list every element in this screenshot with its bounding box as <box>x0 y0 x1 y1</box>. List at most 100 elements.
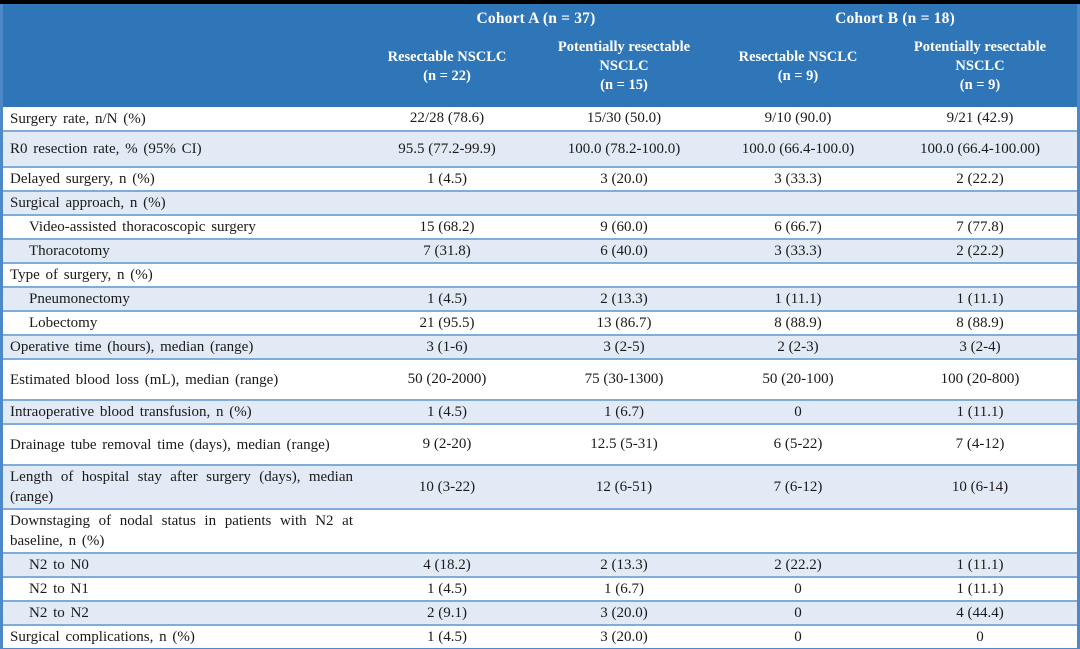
subcolumn-n: (n = 9) <box>959 77 1001 93</box>
row-label: Downstaging of nodal status in patients … <box>10 513 353 549</box>
table-row: Lobectomy 21 (95.5) 13 (86.7) 8 (88.9) 8 (88… <box>3 310 1077 334</box>
row-label: Length of hospital stay after surgery (d… <box>10 469 353 505</box>
table-row: N2 to N1 1 (4.5) 1 (6.7) 0 1 (11.1) <box>3 576 1077 600</box>
table-header: Cohort A (n = 37) Cohort B (n = 18) Rese… <box>3 4 1077 107</box>
cell-value: 3 (1-6) <box>426 338 468 355</box>
row-label: Drainage tube removal time (days), media… <box>10 436 330 453</box>
row-label: Surgical approach, n (%) <box>10 195 166 211</box>
table-row: Thoracotomy 7 (31.8) 6 (40.0) 3 (33.3) 2 (22… <box>3 238 1077 262</box>
table-row: Intraoperative blood transfusion, n (%) 1… <box>3 399 1077 423</box>
cell-value: 7 (77.8) <box>956 218 1004 235</box>
subcolumn-header: Resectable NSCLC (n = 9) <box>713 38 883 95</box>
cell-value: 0 <box>794 628 802 645</box>
cell-value: 3 (2-5) <box>603 338 645 355</box>
header-spacer <box>3 10 359 28</box>
cell-value: 7 (31.8) <box>423 242 471 259</box>
cell-value: 100.0 (78.2-100.0) <box>567 140 681 157</box>
cell-value: 1 (11.1) <box>956 580 1004 597</box>
row-label: Surgery rate, n/N (%) <box>10 110 146 127</box>
row-label: Pneumonectomy <box>29 291 130 307</box>
table-row: Operative time (hours), median (range) 3 … <box>3 334 1077 358</box>
cell-value <box>359 264 535 286</box>
cell-value <box>713 264 883 286</box>
cell-value: 3 (2-4) <box>959 338 1001 355</box>
cell-value: 1 (11.1) <box>956 556 1004 573</box>
cell-value: 15/30 (50.0) <box>586 110 662 126</box>
cell-value: 1 (6.7) <box>604 403 644 420</box>
cell-value: 100.0 (66.4-100.0) <box>741 140 855 157</box>
cell-value: 6 (66.7) <box>774 218 822 235</box>
cell-value: 1 (4.5) <box>427 628 467 645</box>
cell-value: 3 (20.0) <box>600 604 648 621</box>
row-label: Delayed surgery, n (%) <box>10 171 155 187</box>
cell-value: 2 (13.3) <box>600 556 648 573</box>
cell-value: 7 (6-12) <box>773 478 823 495</box>
cell-value: 50 (20-2000) <box>407 371 487 387</box>
cohort-a-header: Cohort A (n = 37) <box>476 10 596 27</box>
cell-value: 6 (40.0) <box>600 242 648 259</box>
cell-value: 6 (5-22) <box>773 436 823 452</box>
cell-value: 15 (68.2) <box>419 218 475 235</box>
row-label: Surgical complications, n (%) <box>10 629 195 645</box>
cohort-header-row: Cohort A (n = 37) Cohort B (n = 18) <box>3 4 1077 28</box>
cell-value: 2 (2-3) <box>777 338 819 355</box>
cell-value <box>713 510 883 552</box>
cell-value: 9 (60.0) <box>600 218 648 235</box>
cell-value: 1 (6.7) <box>604 580 644 597</box>
table-row: Surgical complications, n (%) 1 (4.5) 3 (2… <box>3 624 1077 648</box>
cell-value: 8 (88.9) <box>774 314 822 331</box>
row-label: N2 to N2 <box>29 605 89 621</box>
cell-value: 50 (20-100) <box>762 371 834 387</box>
table-row: Video-assisted thoracoscopic surgery 15 (… <box>3 214 1077 238</box>
cell-value: 1 (4.5) <box>427 170 467 187</box>
cell-value <box>883 192 1077 214</box>
surgical-outcomes-table: Cohort A (n = 37) Cohort B (n = 18) Rese… <box>0 4 1080 649</box>
table-row: Surgical approach, n (%) <box>3 190 1077 214</box>
cell-value: 1 (4.5) <box>427 290 467 307</box>
cohort-b-header: Cohort B (n = 18) <box>835 10 955 27</box>
cell-value: 9/21 (42.9) <box>946 110 1014 126</box>
cell-value: 2 (22.2) <box>956 242 1004 259</box>
cell-value: 12.5 (5-31) <box>590 436 658 452</box>
cell-value: 0 <box>976 628 984 645</box>
subcolumn-name: Potentially resectable NSCLC <box>913 39 1047 74</box>
cell-value: 0 <box>794 403 802 420</box>
row-label: Operative time (hours), median (range) <box>10 339 254 355</box>
subcolumn-name: Resectable NSCLC <box>387 48 507 65</box>
table-row: N2 to N0 4 (18.2) 2 (13.3) 2 (22.2) 1 (11.1) <box>3 552 1077 576</box>
cell-value: 4 (18.2) <box>423 556 471 573</box>
cell-value: 12 (6-51) <box>595 478 653 495</box>
cell-value: 2 (9.1) <box>427 604 467 621</box>
table-row: N2 to N2 2 (9.1) 3 (20.0) 0 4 (44.4) <box>3 600 1077 624</box>
table-row: R0 resection rate, % (95% CI) 95.5 (77.2-… <box>3 130 1077 166</box>
table-row: Type of surgery, n (%) <box>3 262 1077 286</box>
cell-value: 13 (86.7) <box>596 314 652 331</box>
cell-value: 9/10 (90.0) <box>764 110 832 126</box>
row-label: Thoracotomy <box>29 243 110 259</box>
cell-value: 1 (11.1) <box>774 290 822 307</box>
cell-value <box>359 192 535 214</box>
table-row: Downstaging of nodal status in patients … <box>3 508 1077 552</box>
cell-value: 2 (22.2) <box>956 170 1004 187</box>
table-row: Pneumonectomy 1 (4.5) 2 (13.3) 1 (11.1) 1 (1… <box>3 286 1077 310</box>
cell-value <box>535 264 713 286</box>
subcolumn-n: (n = 9) <box>777 67 819 84</box>
subcolumn-header: Potentially resectable NSCLC (n = 9) <box>883 38 1077 95</box>
cell-value: 1 (11.1) <box>956 290 1004 307</box>
cell-value: 2 (22.2) <box>774 556 822 573</box>
table-row: Delayed surgery, n (%) 1 (4.5) 3 (20.0) 3 (… <box>3 166 1077 190</box>
subcolumn-header: Resectable NSCLC (n = 22) <box>359 38 535 95</box>
cell-value <box>359 510 535 552</box>
cell-value: 21 (95.5) <box>419 314 475 331</box>
cell-value <box>713 192 883 214</box>
cell-value: 4 (44.4) <box>956 604 1004 621</box>
row-label: Lobectomy <box>29 315 98 331</box>
cell-value: 22/28 (78.6) <box>409 110 485 126</box>
cell-value: 0 <box>794 604 802 621</box>
cell-value: 95.5 (77.2-99.9) <box>398 140 496 157</box>
cell-value <box>535 510 713 552</box>
subcolumn-n: (n = 15) <box>600 77 648 93</box>
subcolumn-name: Potentially resectable NSCLC <box>557 39 691 74</box>
subcolumn-n: (n = 22) <box>423 67 471 84</box>
cell-value: 8 (88.9) <box>956 314 1004 331</box>
